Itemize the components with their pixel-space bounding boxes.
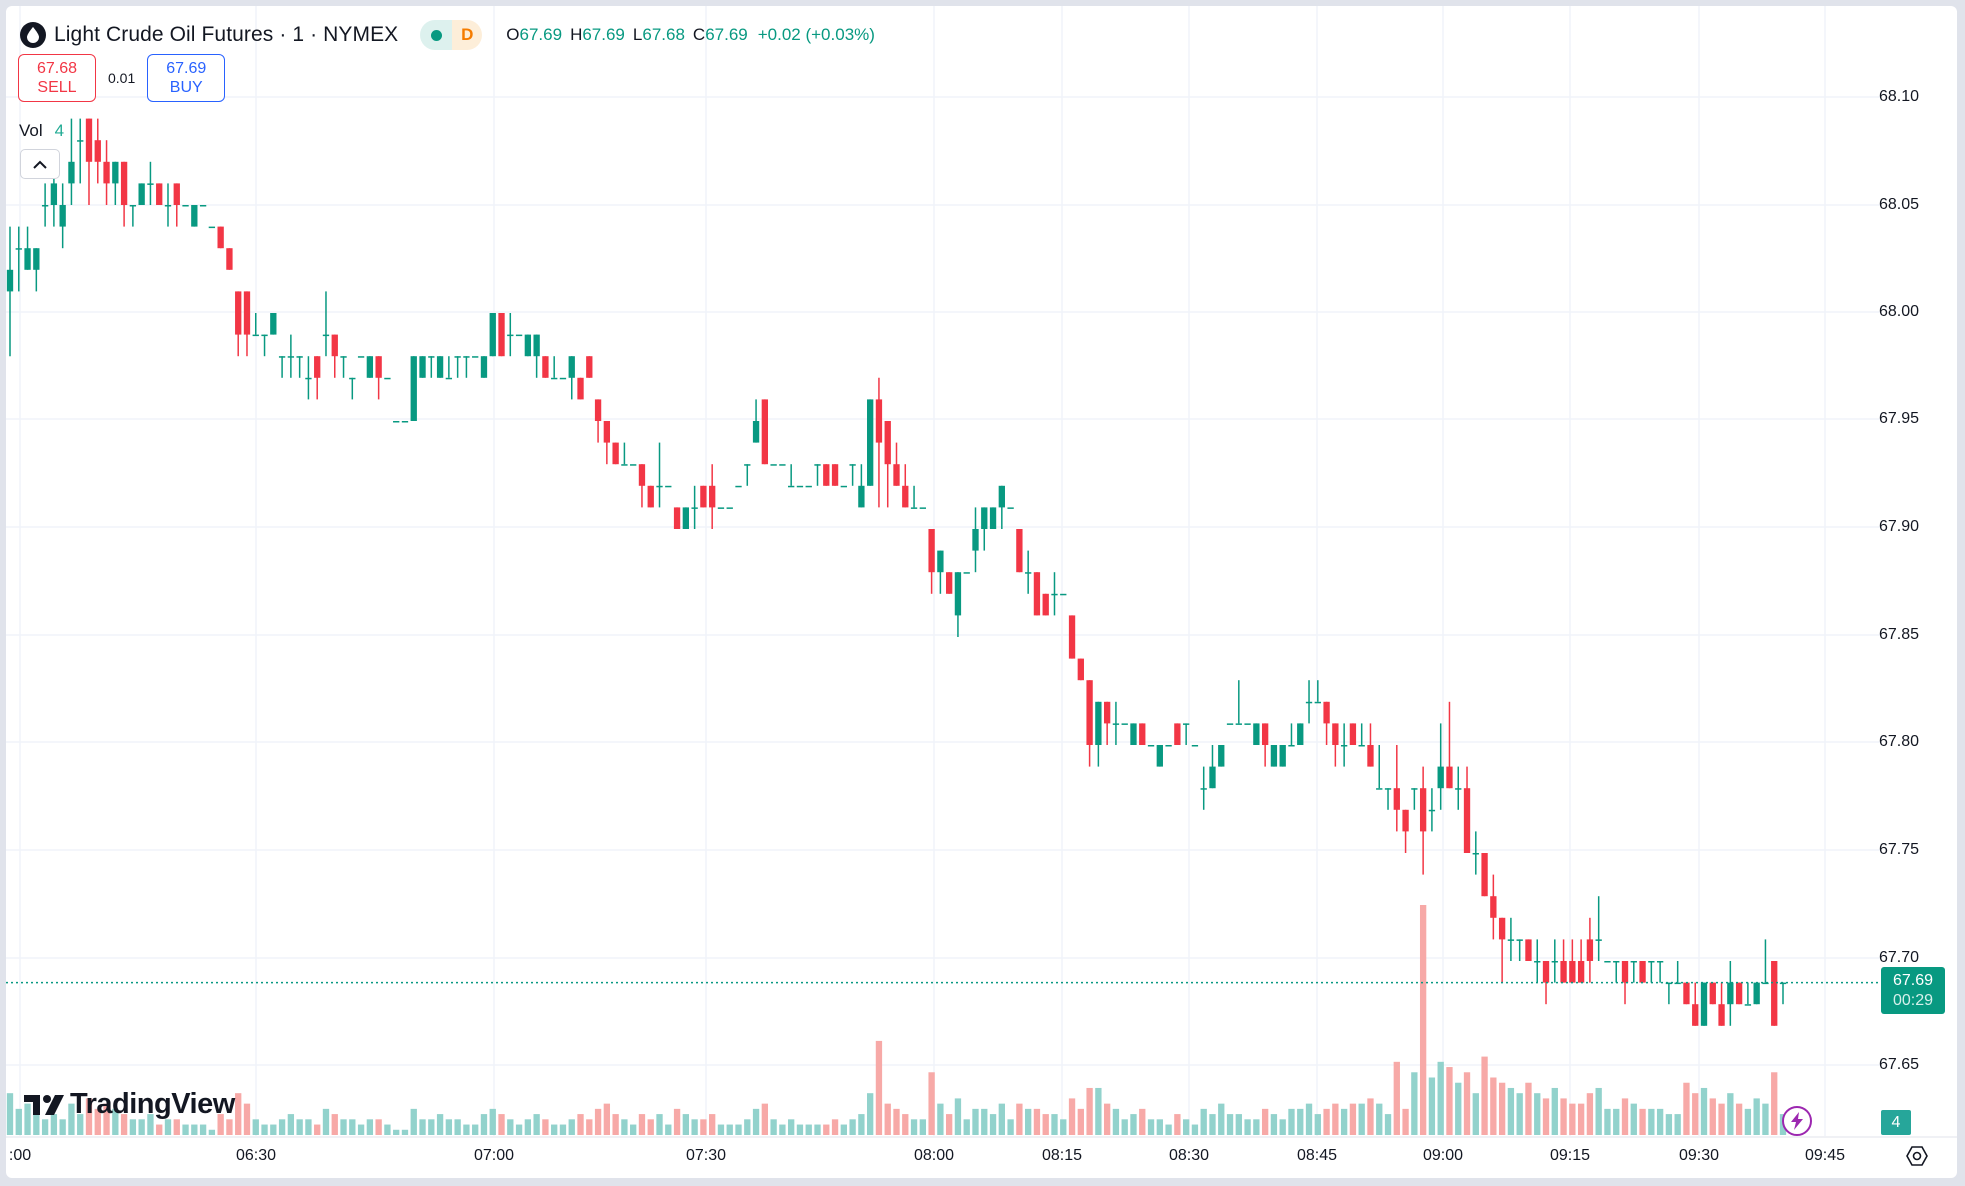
chart-container[interactable]: Light Crude Oil Futures · 1 · NYMEX D O6… (6, 6, 1957, 1178)
sell-label: SELL (37, 79, 77, 96)
volume-axis-badge: 4 (1881, 1110, 1911, 1135)
price-tick-label: 68.05 (1878, 196, 1919, 213)
volume-value: 4 (54, 121, 65, 140)
time-tick-label: 09:15 (1549, 1147, 1591, 1164)
chevron-up-icon (33, 160, 47, 169)
time-tick-label: 08:15 (1041, 1147, 1083, 1164)
buy-price: 67.69 (166, 60, 207, 77)
time-tick-label: 07:00 (473, 1147, 515, 1164)
time-tick-label: 09:00 (1422, 1147, 1464, 1164)
data-status-badge: D (452, 20, 483, 50)
last-price-value: 67.69 (1892, 971, 1934, 989)
price-tick-label: 68.10 (1878, 88, 1919, 105)
volume-label: Vol (19, 121, 43, 140)
tradingview-logo[interactable]: TradingView (24, 1088, 235, 1121)
trade-panel: 67.68 SELL 0.01 67.69 BUY (18, 54, 226, 102)
low-value: 67.68 (642, 25, 685, 44)
price-tick-label: 68.00 (1878, 303, 1919, 320)
bar-countdown: 00:29 (1892, 991, 1934, 1009)
chart-settings-icon[interactable] (1906, 1145, 1928, 1167)
time-tick-label: 09:45 (1804, 1147, 1846, 1164)
sell-button[interactable]: 67.68 SELL (18, 54, 96, 102)
change-value: +0.02 (+0.03%) (757, 25, 875, 44)
symbol-title[interactable]: Light Crude Oil Futures · 1 · NYMEX (54, 23, 399, 46)
time-tick-label: 06:30 (235, 1147, 277, 1164)
last-price-label: 67.69 00:29 (1881, 967, 1945, 1014)
time-tick-label: 08:30 (1168, 1147, 1210, 1164)
chart-canvas[interactable] (6, 6, 1957, 1178)
tradingview-logo-text: TradingView (70, 1088, 235, 1120)
price-tick-label: 67.65 (1878, 1056, 1919, 1073)
time-tick-label: 07:30 (685, 1147, 727, 1164)
lightning-icon[interactable] (1782, 1106, 1812, 1136)
market-status-pill[interactable]: D (420, 20, 483, 50)
market-open-dot-icon (430, 29, 442, 41)
price-tick-label: 67.85 (1878, 626, 1919, 643)
price-tick-label: 67.90 (1878, 518, 1919, 535)
price-tick-label: 67.70 (1878, 949, 1919, 966)
symbol-legend: Light Crude Oil Futures · 1 · NYMEX D O6… (20, 20, 875, 50)
spread-value: 0.01 (108, 70, 136, 86)
volume-legend[interactable]: Vol 4 (19, 121, 64, 141)
price-tick-label: 67.75 (1878, 841, 1919, 858)
oil-drop-icon (20, 22, 46, 48)
time-tick-label: 08:45 (1296, 1147, 1338, 1164)
open-value: 67.69 (519, 25, 563, 44)
close-value: 67.69 (705, 25, 748, 44)
sell-price: 67.68 (36, 60, 78, 77)
price-tick-label: 67.80 (1878, 733, 1919, 750)
price-tick-label: 67.95 (1878, 410, 1919, 427)
buy-button[interactable]: 67.69 BUY (147, 54, 226, 102)
ohlc-values: O67.69 H67.69 L67.68 C67.69 +0.02 (+0.03… (506, 25, 875, 44)
high-value: 67.69 (582, 25, 625, 44)
collapse-legend-button[interactable] (20, 149, 60, 179)
tradingview-logo-icon (24, 1094, 64, 1115)
time-tick-label: :00 (8, 1147, 32, 1164)
buy-label: BUY (169, 79, 203, 96)
time-tick-label: 09:30 (1678, 1147, 1720, 1164)
time-tick-label: 08:00 (913, 1147, 955, 1164)
